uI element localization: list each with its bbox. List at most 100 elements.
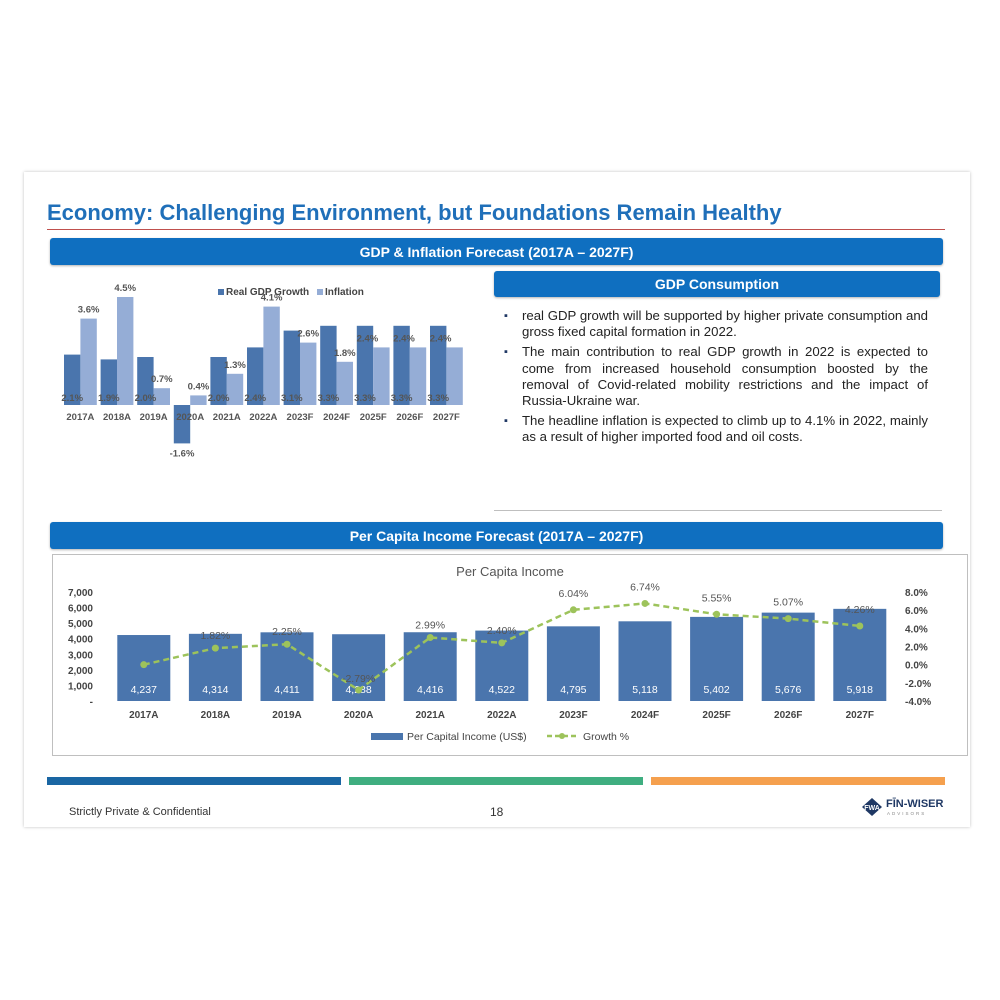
growth-data-label: 4.26% (845, 604, 875, 616)
gdp-bar (247, 347, 264, 405)
legend-swatch-income (371, 733, 403, 740)
growth-point (498, 639, 506, 647)
x-tick-label: 2023F (559, 710, 587, 721)
inflation-data-label: 0.7% (151, 374, 173, 385)
growth-data-label: 2.40% (487, 625, 517, 637)
y-right-tick-label: 6.0% (905, 606, 928, 617)
growth-data-label: 6.74% (630, 581, 660, 593)
legend-label-inflation: Inflation (325, 287, 364, 298)
gdp-bar (283, 330, 300, 405)
income-data-label: 5,118 (632, 684, 658, 696)
growth-data-label: -2.79% (342, 673, 375, 685)
growth-point (355, 686, 363, 694)
gdp-data-label: 2.4% (244, 393, 266, 404)
x-tick-label: 2025F (360, 412, 387, 423)
gdp-data-label: 2.0% (208, 393, 230, 404)
x-tick-label: 2027F (846, 710, 874, 721)
legend-label-gdp: Real GDP Growth (226, 287, 309, 298)
footer-bar-blue (47, 777, 341, 785)
income-bar (690, 616, 744, 701)
x-tick-label: 2018A (103, 412, 131, 423)
income-data-label: 4,416 (417, 684, 443, 696)
inflation-data-label: 2.4% (357, 333, 379, 344)
y-left-tick-label: 4,000 (68, 635, 93, 646)
x-tick-label: 2020A (344, 710, 373, 721)
bullet-item: The main contribution to real GDP growth… (502, 344, 928, 409)
y-right-tick-label: 2.0% (905, 643, 928, 654)
logo-name: FĪN-WISER (886, 798, 943, 810)
y-right-tick-label: 8.0% (905, 588, 928, 599)
gdp-data-label: -1.6% (170, 448, 195, 459)
x-tick-label: 2026F (774, 710, 802, 721)
inflation-data-label: 2.4% (430, 333, 452, 344)
legend-label-growth: Growth % (583, 731, 629, 743)
gdp-data-label: 2.1% (61, 393, 83, 404)
gdp-bar (430, 325, 447, 405)
income-data-label: 4,237 (131, 684, 157, 696)
x-tick-label: 2019A (272, 710, 301, 721)
inflation-bar (300, 342, 317, 405)
gdp-bar (173, 405, 191, 444)
gdp-data-label: 3.3% (427, 393, 449, 404)
growth-point (283, 640, 291, 648)
growth-point (856, 622, 864, 630)
inflation-bar (263, 306, 280, 405)
legend-label-income: Per Capital Income (US$) (407, 731, 527, 743)
inflation-bar (336, 361, 353, 405)
growth-data-label: 2.99% (415, 620, 445, 632)
gdp-bar (320, 325, 337, 405)
x-tick-label: 2024F (631, 710, 659, 721)
growth-point (140, 661, 148, 669)
gdp-banner: GDP & Inflation Forecast (2017A – 2027F) (50, 238, 943, 265)
bullet-item: The headline inflation is expected to cl… (502, 413, 928, 445)
income-bar (403, 632, 457, 701)
y-left-tick-label: 6,000 (68, 604, 93, 615)
gdp-data-label: 3.3% (391, 393, 413, 404)
inflation-bar (117, 297, 134, 405)
x-tick-label: 2027F (433, 412, 460, 423)
gdp-data-label: 1.9% (98, 393, 120, 404)
confidential-note: Strictly Private & Confidential (69, 806, 211, 818)
title-rule (47, 229, 945, 230)
x-tick-label: 2019A (140, 412, 168, 423)
page-number: 18 (490, 805, 504, 819)
per-capita-income-chart: Per Capita Income - 1,000 2,000 3,000 4,000 5,… (68, 564, 931, 743)
x-tick-label: 2026F (396, 412, 423, 423)
growth-point (713, 610, 721, 618)
y-right-tick-label: 0.0% (905, 661, 928, 672)
growth-data-label: 6.04% (559, 588, 589, 600)
y-right-tick-label: 4.0% (905, 624, 928, 635)
income-data-label: 5,918 (847, 684, 873, 696)
footer-bar-green (349, 777, 643, 785)
growth-point (784, 615, 792, 623)
income-bar (761, 612, 815, 701)
inflation-data-label: 2.6% (297, 329, 319, 340)
inflation-data-label: 1.8% (334, 348, 356, 359)
x-tick-label: 2022A (487, 710, 516, 721)
inflation-data-label: 1.3% (224, 360, 246, 371)
y-left-tick-label: 7,000 (68, 588, 93, 599)
x-tick-label: 2024F (323, 412, 350, 423)
gdp-bar (137, 357, 154, 405)
consumption-bullets: real GDP growth will be supported by hig… (502, 308, 928, 450)
gdp-bar (393, 325, 410, 405)
y-left-tick-label: - (90, 697, 93, 708)
inflation-data-label: 0.4% (188, 381, 210, 392)
inflation-bar (190, 395, 207, 405)
growth-data-label: 5.55% (702, 592, 732, 604)
consumption-banner: GDP Consumption (494, 271, 940, 297)
y-left-tick-label: 3,000 (68, 650, 93, 661)
inflation-bar (226, 373, 244, 405)
gdp-inflation-chart: Real GDP Growth Inflation 2.1% 3.6% 2017A 1.9… (61, 283, 463, 459)
gdp-bar (64, 354, 81, 405)
gdp-bar (100, 359, 117, 405)
inflation-data-label: 4.5% (114, 283, 136, 294)
income-chart-box: Per Capita Income - 1,000 2,000 3,000 4,000 5,… (52, 554, 968, 756)
gdp-data-label: 3.3% (354, 393, 376, 404)
inflation-bar (373, 347, 390, 405)
legend-marker-growth (559, 733, 565, 739)
logo-sub: ADVISORS (887, 811, 926, 816)
x-tick-label: 2022A (249, 412, 277, 423)
gdp-data-label: 3.1% (281, 393, 303, 404)
inflation-bar (446, 347, 463, 405)
